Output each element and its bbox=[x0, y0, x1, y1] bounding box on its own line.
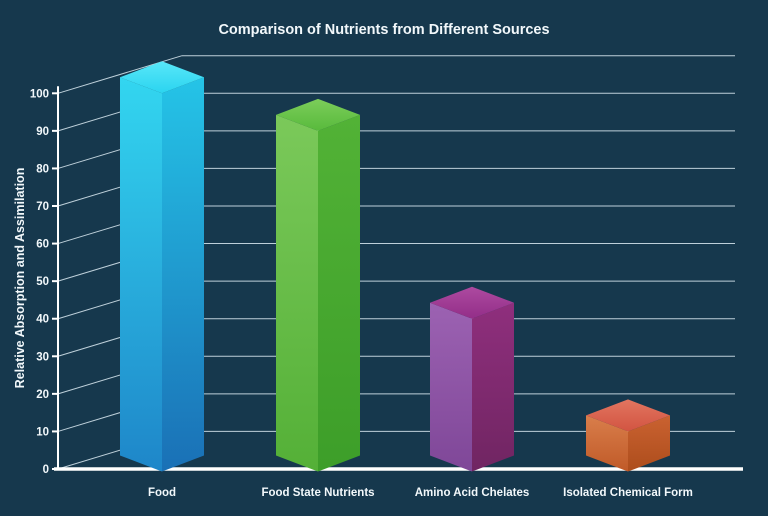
bar-food-state-nutrients bbox=[276, 98, 360, 472]
y-tick-label: 90 bbox=[36, 126, 49, 138]
bar-top-face bbox=[120, 61, 204, 94]
y-tick-label: 0 bbox=[43, 464, 49, 476]
chart-title: Comparison of Nutrients from Different S… bbox=[218, 22, 549, 38]
x-axis-label: Food State Nutrients bbox=[261, 487, 374, 499]
y-axis-title: Relative Absorption and Assimilation bbox=[13, 168, 27, 389]
bar-right-face bbox=[472, 302, 514, 472]
bars bbox=[120, 61, 670, 472]
bar-top-face bbox=[586, 399, 670, 432]
bar-left-face bbox=[430, 302, 472, 472]
x-axis-label: Amino Acid Chelates bbox=[415, 487, 530, 499]
bar-top-face bbox=[276, 98, 360, 131]
y-tick-label: 50 bbox=[36, 276, 49, 288]
bar-right-face bbox=[162, 77, 204, 472]
bar-amino-acid-chelates bbox=[430, 286, 514, 472]
bar-isolated-chemical-form bbox=[586, 399, 670, 472]
y-axis-tick-labels: 0 10 20 30 40 50 60 70 80 90 100 bbox=[30, 88, 58, 476]
y-tick-label: 70 bbox=[36, 201, 49, 213]
bar-top-face bbox=[430, 286, 514, 319]
x-axis-label: Isolated Chemical Form bbox=[563, 487, 693, 499]
y-tick-label: 10 bbox=[36, 426, 49, 438]
y-tick-label: 80 bbox=[36, 163, 49, 175]
x-axis-label: Food bbox=[148, 487, 176, 499]
x-axis-category-labels: Food Food State Nutrients Amino Acid Chela… bbox=[148, 487, 693, 499]
bar-right-face bbox=[318, 114, 360, 472]
bar-food bbox=[120, 61, 204, 472]
y-tick-label: 60 bbox=[36, 239, 49, 251]
bar-left-face bbox=[276, 114, 318, 472]
bar-left-face bbox=[586, 415, 628, 472]
y-tick-label: 30 bbox=[36, 351, 49, 363]
bar-right-face bbox=[628, 415, 670, 472]
y-tick-label: 100 bbox=[30, 88, 49, 100]
y-tick-label: 40 bbox=[36, 314, 49, 326]
bar-left-face bbox=[120, 77, 162, 472]
y-tick-label: 20 bbox=[36, 389, 49, 401]
